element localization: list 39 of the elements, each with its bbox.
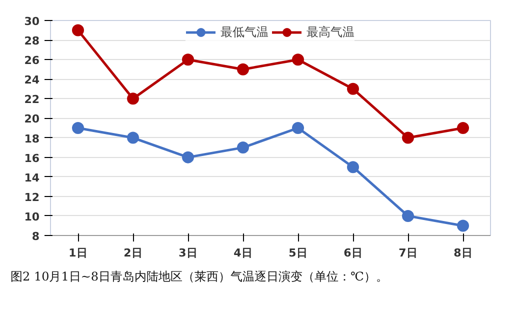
x-tick-label: 6日 — [344, 246, 362, 260]
point — [347, 161, 359, 174]
y-tick-label: 16 — [24, 152, 40, 165]
y-tick-label: 30 — [24, 15, 40, 28]
point — [182, 151, 194, 164]
y-tick-label: 10 — [24, 210, 40, 224]
x-tick-label: 7日 — [398, 246, 418, 260]
point — [402, 210, 414, 222]
point — [182, 54, 194, 66]
y-tick-label: 20 — [24, 112, 40, 126]
y-tick-label: 24 — [24, 74, 40, 87]
y-tick-label: 26 — [24, 54, 40, 68]
point — [292, 54, 304, 66]
y-tick-label: 12 — [24, 190, 40, 204]
x-tick-label: 1日 — [68, 246, 88, 260]
legend-label: 最低气温 — [220, 24, 268, 40]
point — [292, 122, 304, 134]
x-tick-label: 2日 — [124, 246, 142, 260]
point — [457, 220, 469, 232]
x-tick-label: 4日 — [234, 246, 252, 260]
x-tick-label: 8日 — [454, 246, 472, 260]
point — [127, 132, 139, 144]
point — [402, 132, 414, 144]
point — [347, 82, 359, 95]
x-tick-label: 5日 — [288, 246, 308, 260]
y-tick-label: 28 — [24, 34, 40, 48]
x-tick-label: 3日 — [178, 246, 198, 260]
y-tick-label: 8 — [32, 230, 40, 243]
y-tick-label: 18 — [24, 132, 40, 146]
caption: 图2 10月1日~8日青岛内陆地区（莱西）气温逐日演变（单位：℃）。 — [10, 270, 388, 284]
point — [457, 122, 469, 134]
y-tick-label: 14 — [24, 171, 40, 184]
point — [237, 63, 249, 76]
point — [127, 92, 139, 105]
point — [72, 24, 84, 36]
point — [72, 122, 84, 134]
point — [237, 142, 249, 154]
legend-label: 最高气温 — [306, 24, 354, 40]
y-tick-label: 22 — [24, 93, 40, 106]
